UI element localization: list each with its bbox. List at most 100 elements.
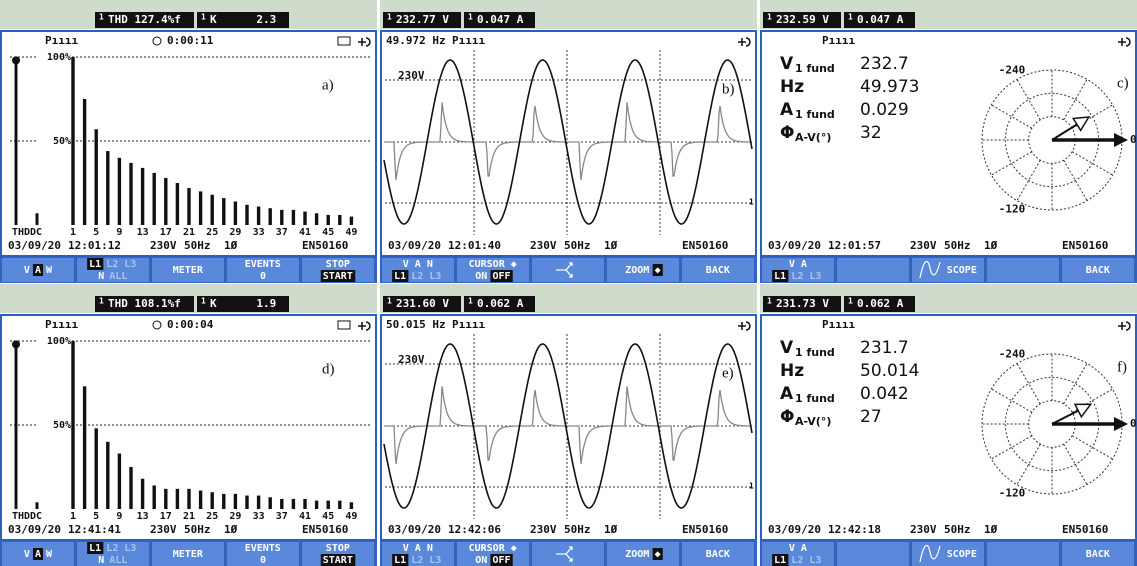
key-label: START xyxy=(323,555,353,566)
x-tick-label: 41 xyxy=(299,227,311,238)
key-label: BACK xyxy=(706,265,730,276)
harmonic-bar xyxy=(327,215,330,225)
key-label: BACK xyxy=(1086,549,1110,560)
function-key[interactable] xyxy=(532,542,604,566)
function-key[interactable] xyxy=(987,542,1059,566)
x-tick-label: 33 xyxy=(253,227,265,238)
reading-phase: 1 xyxy=(848,13,853,22)
status-freq: 50Hz xyxy=(944,523,971,536)
reading-name: Φ xyxy=(780,407,794,427)
harmonic-bar xyxy=(164,178,167,225)
status-nominal: 230V xyxy=(910,523,937,536)
harmonic-bar xyxy=(338,215,341,225)
scale-label: 230V xyxy=(398,353,425,366)
status-nominal: 230V xyxy=(530,239,557,252)
status-time: 12:42:06 xyxy=(448,523,501,536)
reading-name: V xyxy=(780,54,794,74)
screenshot: 1THD 127.4%f1K 2.3Pıııı0:00:11100%50%THD… xyxy=(0,0,1137,566)
harmonic-bar xyxy=(176,183,179,225)
reading-name: Hz xyxy=(780,77,804,97)
y-tick-label: 50% xyxy=(53,136,71,147)
harmonic-bar xyxy=(222,198,225,225)
harmonic-bar xyxy=(106,442,109,509)
reading-text: 231.73 V xyxy=(776,297,829,310)
reading-text: 0.047 A xyxy=(857,13,904,26)
key-label: STOP xyxy=(326,259,350,270)
key-label: OFF xyxy=(492,555,510,566)
y-tick-label: 100% xyxy=(47,52,71,63)
status-nominal: 230V xyxy=(150,523,177,536)
harmonic-bar xyxy=(95,428,98,509)
reading-sub: 1 fund xyxy=(795,346,835,359)
reading-text: 0.062 A xyxy=(477,297,524,310)
key-label: ZOOM xyxy=(625,549,649,560)
reading-text: 232.77 V xyxy=(396,13,449,26)
x-tick-label: THD xyxy=(12,227,30,238)
x-tick-label: 17 xyxy=(160,511,172,522)
status-phase: 1Ø xyxy=(984,239,998,252)
reading-text: THD 108.1%f xyxy=(108,297,181,310)
status-phase: 1Ø xyxy=(604,523,618,536)
x-tick-label: 9 xyxy=(116,511,122,522)
key-label: L1 xyxy=(774,555,786,566)
key-label: 0 xyxy=(260,271,266,282)
mode-label: Pıııı xyxy=(45,34,78,47)
harmonic-bar xyxy=(129,163,132,225)
x-tick-label: 25 xyxy=(206,227,218,238)
key-label: L2 L3 xyxy=(411,555,441,566)
x-tick-label: 21 xyxy=(183,227,195,238)
reading-text: K 1.9 xyxy=(210,297,276,310)
reading-phase: 1 xyxy=(201,297,206,306)
key-label: EVENTS xyxy=(245,543,281,554)
key-label: BACK xyxy=(1086,265,1110,276)
status-nominal: 230V xyxy=(530,523,557,536)
key-label: ON xyxy=(475,271,487,282)
x-tick-label: 49 xyxy=(345,227,357,238)
x-tick-label: 21 xyxy=(183,511,195,522)
harmonic-bar xyxy=(292,499,295,509)
key-label: ON xyxy=(475,555,487,566)
key-label: EVENTS xyxy=(245,259,281,270)
dc-bar xyxy=(36,213,39,225)
status-freq: 50Hz xyxy=(184,523,211,536)
scale-label: 230V xyxy=(398,69,425,82)
mode-label: Pıııı xyxy=(452,34,485,47)
x-tick-label: 13 xyxy=(137,511,149,522)
harmonic-bar xyxy=(71,57,74,225)
reading-phase: 1 xyxy=(767,297,772,306)
mode-label: Pıııı xyxy=(822,318,855,331)
status-time: 12:01:40 xyxy=(448,239,501,252)
harmonic-bar xyxy=(234,201,237,225)
harmonic-bar xyxy=(303,499,306,509)
harmonic-bar xyxy=(118,158,121,225)
key-label: L1 xyxy=(89,543,101,554)
function-key[interactable] xyxy=(987,258,1059,282)
harmonic-bar xyxy=(106,151,109,225)
status-date: 03/09/20 xyxy=(768,239,821,252)
harmonic-bar xyxy=(257,207,260,225)
reading-name: Hz xyxy=(780,361,804,381)
angle-label: -120 xyxy=(999,202,1026,215)
function-key[interactable] xyxy=(532,258,604,282)
x-tick-label: DC xyxy=(30,511,42,522)
frequency: 50.015 Hz xyxy=(386,318,446,331)
status-date: 03/09/20 xyxy=(8,523,61,536)
function-key[interactable] xyxy=(837,258,909,282)
function-key[interactable] xyxy=(837,542,909,566)
reading-value: 50.014 xyxy=(860,361,919,381)
key-label: L1 xyxy=(394,555,406,566)
angle-label: -120 xyxy=(999,486,1026,499)
thd-bar-tip xyxy=(12,340,20,348)
y-tick-label: 100% xyxy=(47,336,71,347)
x-tick-label: 25 xyxy=(206,511,218,522)
status-phase: 1Ø xyxy=(604,239,618,252)
status-standard: EN50160 xyxy=(682,239,728,252)
harmonic-bar xyxy=(269,208,272,225)
harmonic-bar xyxy=(327,501,330,509)
reading-phase: 1 xyxy=(99,297,104,306)
reading-text: 231.60 V xyxy=(396,297,449,310)
angle-label: -240 xyxy=(999,64,1026,77)
harmonic-bar xyxy=(338,501,341,509)
harmonic-bar xyxy=(176,489,179,509)
